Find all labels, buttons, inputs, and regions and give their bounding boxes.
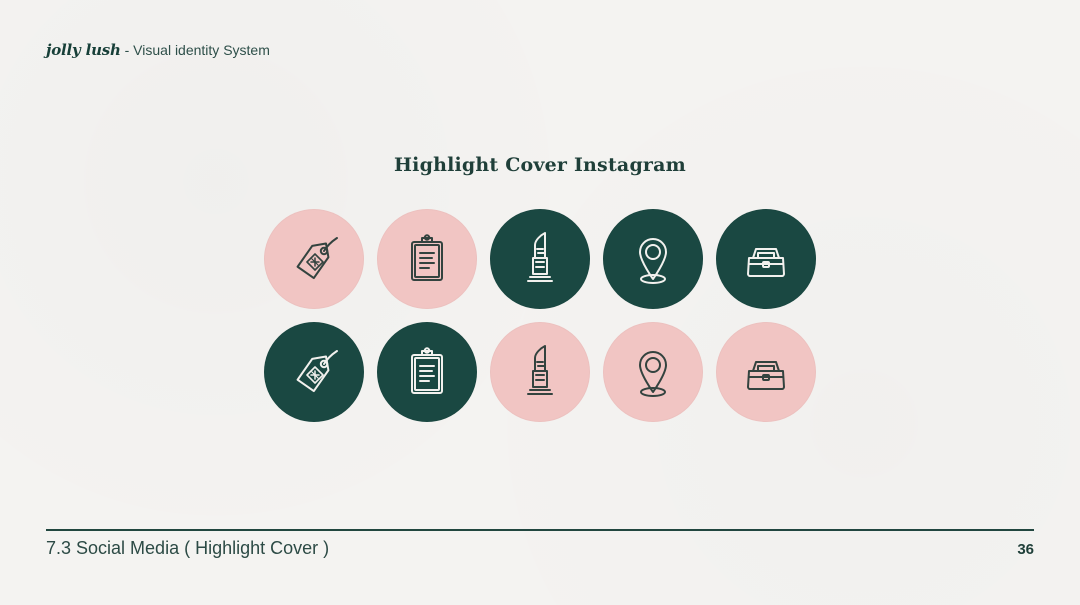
highlight-cover-location-pin-pink[interactable] [603, 322, 703, 422]
page-number: 36 [1017, 541, 1034, 558]
clipboard-icon [411, 234, 443, 281]
highlight-cover-price-tag-pink[interactable] [264, 209, 364, 309]
highlight-cover-makeup-bag-pink[interactable] [716, 322, 816, 422]
header-subtitle: - Visual identity System [120, 42, 270, 58]
clipboard-icon [411, 347, 443, 394]
highlight-cover-price-tag-green[interactable] [264, 322, 364, 422]
makeup-bag-icon [747, 248, 785, 277]
section-title: Highlight Cover Instagram [394, 154, 686, 176]
highlight-cover-makeup-bag-green[interactable] [716, 209, 816, 309]
header: jolly lush - Visual identity System [46, 40, 270, 60]
lipstick-icon [527, 345, 553, 395]
highlight-cover-grid [264, 209, 816, 424]
makeup-bag-icon [747, 361, 785, 390]
footer-divider [46, 529, 1034, 531]
highlight-cover-clipboard-pink[interactable] [377, 209, 477, 309]
location-pin-icon [639, 351, 667, 397]
highlight-cover-location-pin-green[interactable] [603, 209, 703, 309]
location-pin-icon [639, 238, 667, 284]
price-tag-icon [296, 350, 338, 393]
highlight-cover-clipboard-green[interactable] [377, 322, 477, 422]
highlight-cover-lipstick-green[interactable] [490, 209, 590, 309]
highlight-cover-lipstick-pink[interactable] [490, 322, 590, 422]
footer-section-label: 7.3 Social Media ( Highlight Cover ) [46, 538, 330, 558]
price-tag-icon [296, 237, 338, 280]
lipstick-icon [527, 232, 553, 282]
brand-logo-text: jolly lush [46, 41, 121, 59]
